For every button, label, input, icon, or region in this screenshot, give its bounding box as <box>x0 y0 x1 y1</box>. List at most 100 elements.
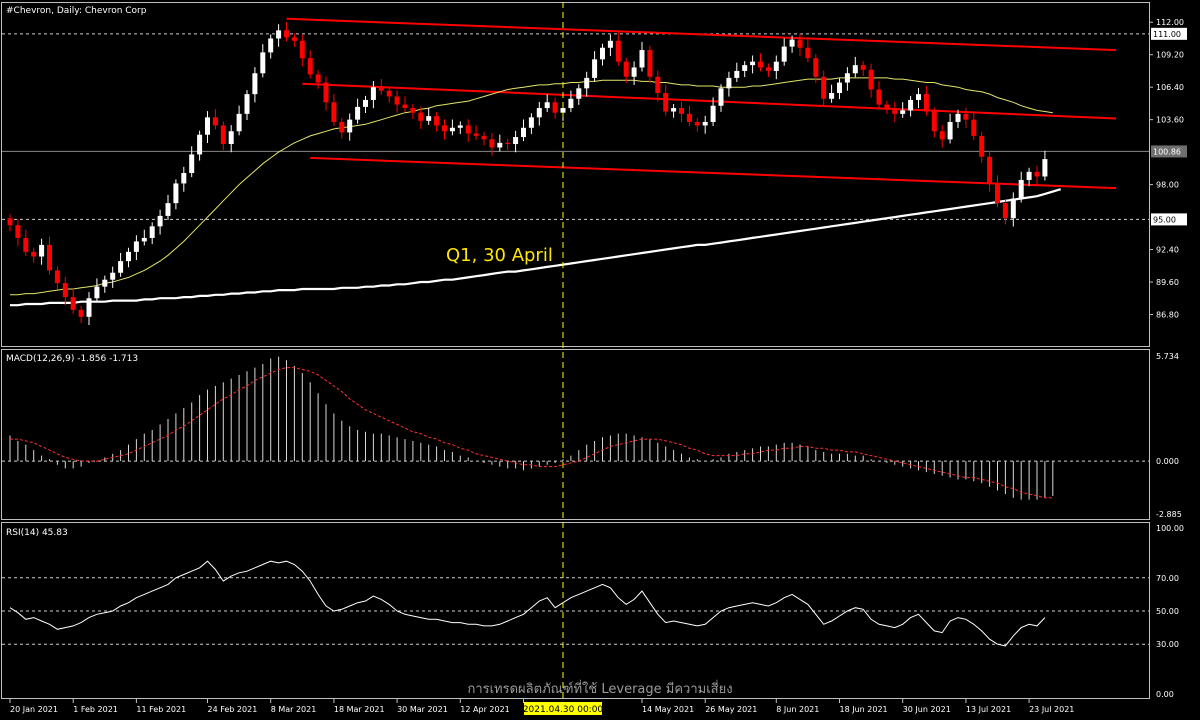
candle-body <box>773 61 779 71</box>
candle <box>39 238 45 265</box>
candle-body <box>710 105 716 122</box>
candle <box>844 67 850 91</box>
candle <box>489 133 495 156</box>
candle <box>54 266 60 290</box>
candle <box>473 125 479 140</box>
candle <box>212 109 218 130</box>
candle-body <box>378 87 384 91</box>
candle-body <box>402 104 408 109</box>
candle-body <box>600 47 605 60</box>
candle-body <box>410 108 416 113</box>
candle-body <box>615 40 621 62</box>
candle-body <box>31 251 37 257</box>
candle-body <box>39 244 45 257</box>
candle <box>955 109 961 129</box>
candle <box>947 113 953 144</box>
candle <box>939 125 945 148</box>
candle <box>773 55 779 80</box>
candle-body <box>157 215 163 227</box>
candle <box>702 115 708 134</box>
candle-body <box>876 89 882 105</box>
candle-body <box>544 102 550 109</box>
candle <box>370 81 376 109</box>
candle-body <box>631 67 637 77</box>
candle <box>220 121 226 151</box>
candle <box>900 102 906 118</box>
macd-tick-label: -2.885 <box>1156 510 1182 519</box>
candle <box>394 90 400 113</box>
candle-body <box>220 125 226 145</box>
candle-body <box>497 142 503 148</box>
candle <box>908 95 914 117</box>
candle-body <box>23 237 29 252</box>
macd-histogram <box>9 356 1054 500</box>
price-pane[interactable]: 111.00 100.86 95.00 112.00 109.20 106.40 103.… <box>1 2 1188 347</box>
candle-body <box>78 309 84 317</box>
candles <box>7 22 1048 326</box>
candle-body <box>971 119 977 136</box>
candle-body <box>315 74 321 83</box>
candle <box>718 84 724 112</box>
candle-body <box>489 139 495 148</box>
candle <box>663 84 669 116</box>
candle-body <box>686 113 692 122</box>
candle-body <box>173 183 179 204</box>
macd-label: MACD(12,26,9) -1.856 -1.713 <box>6 354 138 364</box>
candle <box>331 94 337 127</box>
channel-line <box>286 17 1117 52</box>
candle <box>181 166 187 192</box>
candle-body <box>987 156 993 184</box>
candle <box>916 87 921 109</box>
candle-body <box>694 121 700 126</box>
candle <box>7 214 13 232</box>
rsi-label: RSI(14) 45.83 <box>6 528 68 538</box>
candle <box>758 53 763 72</box>
candle <box>402 96 408 113</box>
candle <box>686 105 692 127</box>
candle-body <box>70 297 76 310</box>
date-tick-label: 8 Jun 2021 <box>776 705 819 714</box>
candle <box>536 101 542 126</box>
candle <box>315 70 321 89</box>
rsi-tick-label: 70.00 <box>1156 574 1179 583</box>
candle-body <box>1026 171 1032 180</box>
macd-pane[interactable]: 5.734 0.000 -2.885 MACD(12,26,9) -1.856 -1… <box>1 349 1182 520</box>
candle <box>995 175 1000 208</box>
candle <box>805 39 811 63</box>
candle <box>465 119 471 142</box>
rsi-line <box>9 560 1046 647</box>
candle <box>197 130 203 161</box>
candle <box>94 278 100 303</box>
candle-body <box>663 92 669 112</box>
date-tick-label: 23 Jul 2021 <box>1029 705 1074 714</box>
candle-body <box>299 40 305 59</box>
candle-body <box>560 108 566 113</box>
price-tag: 95.00 <box>1153 215 1176 224</box>
candle <box>1018 171 1024 203</box>
rsi-tick-label: 100.00 <box>1156 524 1184 533</box>
candle-body <box>449 127 455 132</box>
date-tick-label: 20 Jan 2021 <box>10 705 58 714</box>
candle-body <box>284 30 289 38</box>
candle <box>584 71 590 97</box>
candle-body <box>892 108 898 114</box>
candle-body <box>947 121 953 140</box>
candle-body <box>86 298 92 317</box>
candle-body <box>370 87 376 100</box>
candle-body <box>15 225 21 238</box>
candle <box>355 98 361 124</box>
candle <box>347 113 353 141</box>
candle <box>165 194 171 220</box>
candle <box>276 24 282 47</box>
candle-body <box>995 183 1000 204</box>
candle-body <box>347 119 353 133</box>
candle-body <box>647 50 653 77</box>
candle <box>505 138 511 151</box>
candle-body <box>110 272 116 280</box>
date-tick-label: 30 Mar 2021 <box>397 705 448 714</box>
candle-body <box>623 61 629 77</box>
ma-slow-line <box>10 188 1062 307</box>
candle <box>323 76 329 111</box>
